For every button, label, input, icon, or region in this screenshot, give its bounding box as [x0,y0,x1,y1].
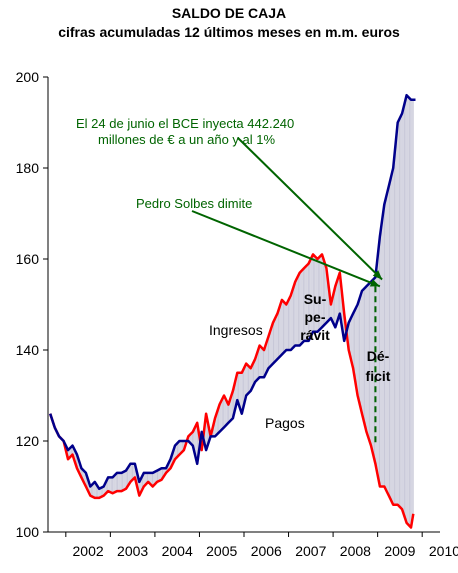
chart-title: SALDO DE CAJA [171,5,287,21]
x-tick-label-2006: 2006 [251,543,282,559]
annotation-arrow-solbes-shaft [191,210,381,288]
annotation-arrow-bce-shaft [237,137,383,281]
label-superavit-1: Su- [304,291,327,307]
label-ingresos: Ingresos [209,322,263,338]
x-tick-label-2003: 2003 [117,543,148,559]
label-superavit-3: rávit [300,327,330,343]
label-pagos: Pagos [265,415,305,431]
annotation-arrow-bce-head [372,270,383,280]
x-tick-label-2008: 2008 [340,543,371,559]
y-tick-label-200: 200 [16,69,40,85]
y-tick-label-120: 120 [16,433,40,449]
annotation-arrow-solbes-head [369,279,380,287]
series-line-ingresos [49,253,415,529]
series-line-pagos [49,93,416,491]
x-tick-label-2005: 2005 [206,543,237,559]
chart-subtitle: cifras acumuladas 12 últimos meses en m.… [58,24,400,40]
annotation-bce-line-2: millones de € a un año y al 1% [98,132,275,147]
x-tick-label-2009: 2009 [384,543,415,559]
label-deficit-2: ficit [366,368,391,384]
y-tick-label-160: 160 [16,251,40,267]
annotation-solbes: Pedro Solbes dimite [136,196,252,211]
x-tick-label-2010: 2010 [429,543,458,559]
y-tick-label-180: 180 [16,160,40,176]
annotation-bce-line-1: El 24 de junio el BCE inyecta 442.240 [76,116,294,131]
y-tick-label-100: 100 [16,524,40,540]
x-tick-label-2004: 2004 [162,543,193,559]
x-tick-label-2002: 2002 [73,543,104,559]
y-tick-label-140: 140 [16,342,40,358]
label-deficit-1: Dé- [367,348,390,364]
label-superavit-2: pe- [305,309,326,325]
x-tick-label-2007: 2007 [295,543,326,559]
